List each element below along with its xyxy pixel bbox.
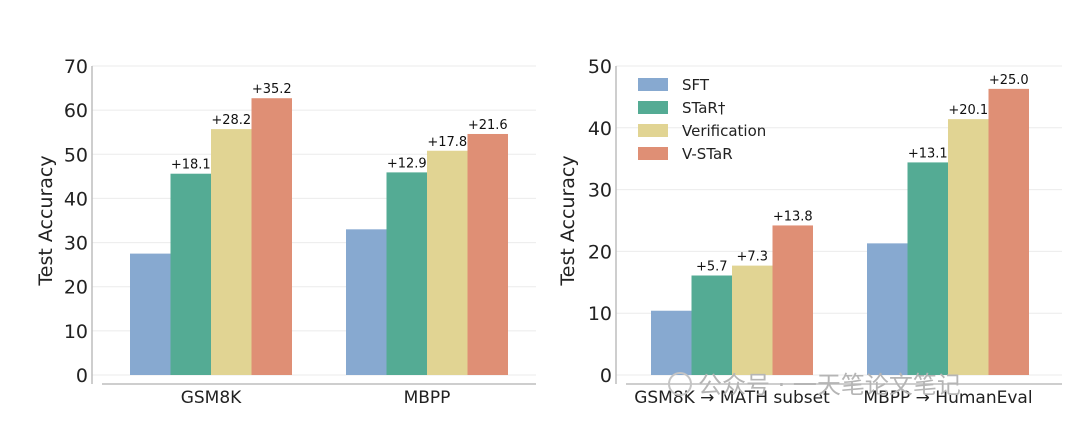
legend-swatch xyxy=(638,101,668,114)
bar xyxy=(988,88,1029,375)
data-label: +21.6 xyxy=(468,118,508,133)
bar xyxy=(651,310,692,375)
data-label: +5.7 xyxy=(696,260,728,275)
x-category-label: MBPP xyxy=(404,388,451,408)
x-category-label: GSM8K → MATH subset xyxy=(634,388,830,408)
bar xyxy=(467,133,508,375)
legend-label: Verification xyxy=(682,122,766,140)
y-tick-label: 20 xyxy=(588,241,612,263)
y-axis-label: Test Accuracy xyxy=(35,155,57,286)
y-tick-label: 0 xyxy=(76,365,88,387)
legend: SFT STaR† Verification V-STaR xyxy=(638,76,766,163)
wechat-icon xyxy=(668,372,692,396)
bar xyxy=(867,243,908,375)
legend-label: SFT xyxy=(682,76,710,94)
data-label: +13.8 xyxy=(773,209,813,224)
y-tick-label: 70 xyxy=(64,56,88,78)
legend-swatch xyxy=(638,78,668,91)
bar xyxy=(346,229,387,375)
chart-left-panel: 0 10 20 30 40 50 60 70 Test Accuracy +18.1 +28.2 +3… xyxy=(35,56,536,408)
watermark-text: 公众号 · 一天笔论文笔记 xyxy=(698,371,961,399)
bar xyxy=(427,150,468,375)
x-category-label: GSM8K xyxy=(181,388,242,408)
x-category-label: MBPP → HumanEval xyxy=(863,388,1032,408)
data-label: +25.0 xyxy=(989,73,1029,88)
bar xyxy=(691,275,732,375)
data-label: +13.1 xyxy=(908,146,948,161)
data-label: +28.2 xyxy=(211,113,251,128)
watermark: 公众号 · 一天笔论文笔记 xyxy=(668,371,961,399)
data-label: +18.1 xyxy=(171,158,211,173)
legend-label: STaR† xyxy=(682,99,726,117)
y-tick-label: 30 xyxy=(64,233,88,255)
y-tick-label: 10 xyxy=(64,321,88,343)
bar xyxy=(251,98,292,375)
y-tick-label: 10 xyxy=(588,303,612,325)
data-label: +12.9 xyxy=(387,156,427,171)
bar xyxy=(732,265,773,375)
y-axis-label: Test Accuracy xyxy=(557,155,579,286)
y-tick-label: 50 xyxy=(588,56,612,78)
bar xyxy=(130,253,171,375)
y-tick-label: 30 xyxy=(588,180,612,202)
bar xyxy=(948,119,989,375)
y-tick-label: 40 xyxy=(588,118,612,140)
data-label: +17.8 xyxy=(427,135,467,150)
legend-swatch xyxy=(638,147,668,160)
bar xyxy=(211,129,252,375)
data-label: +20.1 xyxy=(948,103,988,118)
data-label: +7.3 xyxy=(736,250,768,265)
y-tick-label: 60 xyxy=(64,100,88,122)
bar xyxy=(386,172,427,375)
data-label: +35.2 xyxy=(252,82,292,97)
chart-right-panel: 0 10 20 30 40 50 Test Accuracy +5.7 +7.3 +13.8 GSM… xyxy=(557,56,1062,408)
bar xyxy=(772,225,813,375)
y-tick-label: 20 xyxy=(64,277,88,299)
y-tick-label: 50 xyxy=(64,144,88,166)
bar xyxy=(907,162,948,375)
legend-swatch xyxy=(638,124,668,137)
y-tick-label: 0 xyxy=(600,365,612,387)
bar xyxy=(170,173,211,375)
y-tick-label: 40 xyxy=(64,188,88,210)
legend-label: V-STaR xyxy=(682,145,733,163)
